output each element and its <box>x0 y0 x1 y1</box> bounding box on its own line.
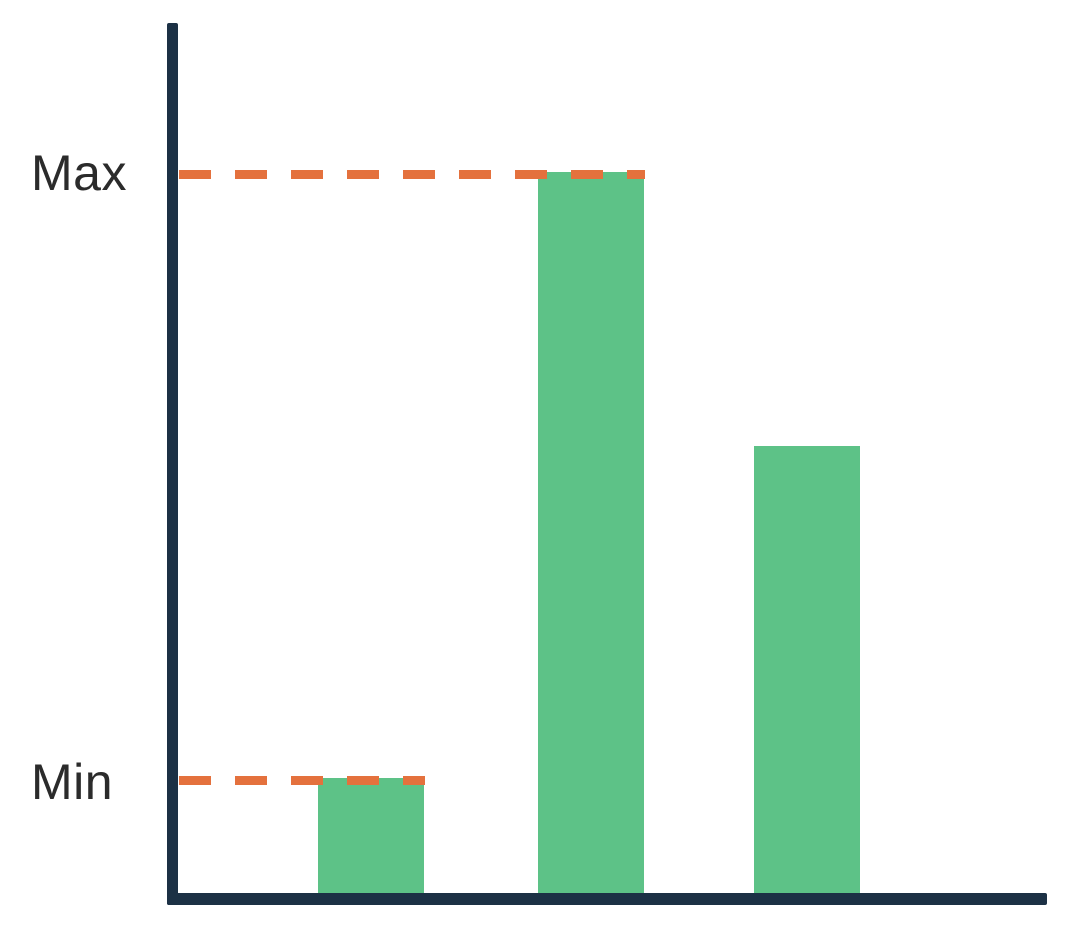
bar-2 <box>538 172 644 893</box>
bar-1 <box>318 778 424 893</box>
x-axis <box>167 893 1047 905</box>
min-label: Min <box>31 754 114 810</box>
bar-3 <box>754 446 860 893</box>
max-dashed-line <box>179 170 645 179</box>
max-label: Max <box>31 145 127 201</box>
y-axis <box>167 23 178 905</box>
min-dashed-line <box>179 776 425 785</box>
